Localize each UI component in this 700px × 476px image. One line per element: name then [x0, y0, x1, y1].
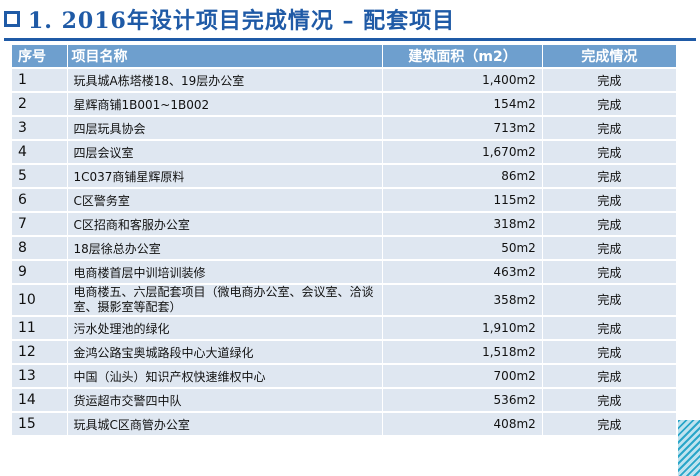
row-no: 6: [12, 189, 68, 211]
row-status: 完成: [542, 413, 677, 435]
table-row: 7 C区招商和客服办公室 318m2 完成: [12, 213, 677, 235]
row-name: 玩具城C区商管办公室: [67, 413, 384, 435]
row-status: 完成: [542, 117, 677, 139]
row-status: 完成: [542, 189, 677, 211]
table-row: 13 中国（汕头）知识产权快速维权中心 700m2 完成: [12, 365, 677, 387]
row-no: 2: [12, 93, 68, 115]
header-name: 项目名称: [67, 45, 384, 67]
row-no: 4: [12, 141, 68, 163]
row-no: 9: [12, 261, 68, 283]
row-no: 3: [12, 117, 68, 139]
row-area: 408m2: [383, 413, 543, 435]
page-title: 1. 2016年设计项目完成情况 – 配套项目: [28, 8, 456, 34]
row-area: 318m2: [383, 213, 543, 235]
project-table: 序号 项目名称 建筑面积（m2） 完成情况 1 玩具城A栋塔楼18、19层办公室 1…: [12, 43, 677, 437]
row-area: 1,910m2: [383, 317, 543, 339]
row-area: 50m2: [383, 237, 543, 259]
row-name: 污水处理池的绿化: [67, 317, 384, 339]
table-row: 9 电商楼首层中训培训装修 463m2 完成: [12, 261, 677, 283]
row-area: 1,518m2: [383, 341, 543, 363]
row-name: C区警务室: [67, 189, 384, 211]
row-status: 完成: [542, 341, 677, 363]
row-status: 完成: [542, 389, 677, 411]
title-divider: [4, 38, 696, 41]
row-no: 11: [12, 317, 68, 339]
row-area: 358m2: [383, 285, 543, 315]
row-no: 8: [12, 237, 68, 259]
table-row: 11 污水处理池的绿化 1,910m2 完成: [12, 317, 677, 339]
row-no: 10: [12, 285, 68, 315]
row-name: 电商楼首层中训培训装修: [67, 261, 384, 283]
header-area: 建筑面积（m2）: [383, 45, 543, 67]
table-row: 3 四层玩具协会 713m2 完成: [12, 117, 677, 139]
row-name: 18层徐总办公室: [67, 237, 384, 259]
table-row: 10 电商楼五、六层配套项目（微电商办公室、会议室、洽谈室、摄影室等配套） 358m…: [12, 285, 677, 315]
row-area: 1,670m2: [383, 141, 543, 163]
row-name: 1C037商铺星辉原料: [67, 165, 384, 187]
row-name: 玩具城A栋塔楼18、19层办公室: [67, 69, 384, 91]
row-name: 中国（汕头）知识产权快速维权中心: [67, 365, 384, 387]
row-no: 1: [12, 69, 68, 91]
row-status: 完成: [542, 93, 677, 115]
row-area: 536m2: [383, 389, 543, 411]
table-body: 1 玩具城A栋塔楼18、19层办公室 1,400m2 完成 2 星辉商铺1B001~1B0…: [12, 69, 677, 435]
row-status: 完成: [542, 69, 677, 91]
row-name: 四层会议室: [67, 141, 384, 163]
row-status: 完成: [542, 165, 677, 187]
row-area: 713m2: [383, 117, 543, 139]
row-status: 完成: [542, 237, 677, 259]
row-status: 完成: [542, 261, 677, 283]
table-row: 8 18层徐总办公室 50m2 完成: [12, 237, 677, 259]
table-row: 5 1C037商铺星辉原料 86m2 完成: [12, 165, 677, 187]
corner-decoration: [678, 420, 700, 476]
table-row: 2 星辉商铺1B001~1B002 154m2 完成: [12, 93, 677, 115]
row-status: 完成: [542, 317, 677, 339]
row-no: 15: [12, 413, 68, 435]
row-area: 86m2: [383, 165, 543, 187]
title-bar: 1. 2016年设计项目完成情况 – 配套项目: [0, 0, 700, 38]
table-row: 14 货运超市交警四中队 536m2 完成: [12, 389, 677, 411]
row-status: 完成: [542, 213, 677, 235]
square-bullet-icon: [4, 11, 20, 27]
table-row: 15 玩具城C区商管办公室 408m2 完成: [12, 413, 677, 435]
table-row: 12 金鸿公路宝奥城路段中心大道绿化 1,518m2 完成: [12, 341, 677, 363]
row-name: 星辉商铺1B001~1B002: [67, 93, 384, 115]
row-no: 12: [12, 341, 68, 363]
row-status: 完成: [542, 141, 677, 163]
row-name: 电商楼五、六层配套项目（微电商办公室、会议室、洽谈室、摄影室等配套）: [67, 285, 384, 315]
row-name: 货运超市交警四中队: [67, 389, 384, 411]
row-area: 1,400m2: [383, 69, 543, 91]
row-no: 14: [12, 389, 68, 411]
row-status: 完成: [542, 365, 677, 387]
row-area: 700m2: [383, 365, 543, 387]
row-name: 金鸿公路宝奥城路段中心大道绿化: [67, 341, 384, 363]
row-area: 154m2: [383, 93, 543, 115]
row-area: 463m2: [383, 261, 543, 283]
row-area: 115m2: [383, 189, 543, 211]
table-row: 1 玩具城A栋塔楼18、19层办公室 1,400m2 完成: [12, 69, 677, 91]
row-no: 7: [12, 213, 68, 235]
header-no: 序号: [12, 45, 68, 67]
table-header-row: 序号 项目名称 建筑面积（m2） 完成情况: [12, 45, 677, 67]
row-name: 四层玩具协会: [67, 117, 384, 139]
row-no: 13: [12, 365, 68, 387]
table-row: 6 C区警务室 115m2 完成: [12, 189, 677, 211]
row-status: 完成: [542, 285, 677, 315]
table-row: 4 四层会议室 1,670m2 完成: [12, 141, 677, 163]
row-name: C区招商和客服办公室: [67, 213, 384, 235]
header-status: 完成情况: [542, 45, 677, 67]
row-no: 5: [12, 165, 68, 187]
